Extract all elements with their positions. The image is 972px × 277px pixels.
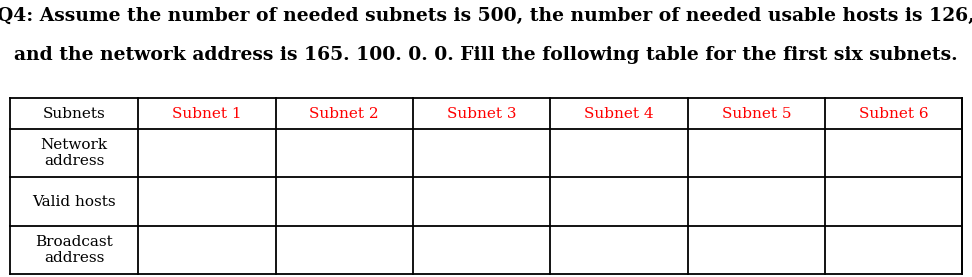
Text: Subnet 4: Subnet 4 [584, 107, 654, 121]
Text: Network
address: Network address [41, 138, 108, 168]
Text: Broadcast
address: Broadcast address [35, 235, 113, 265]
Text: Subnet 1: Subnet 1 [172, 107, 242, 121]
Text: Subnets: Subnets [43, 107, 105, 121]
Text: Subnet 3: Subnet 3 [447, 107, 516, 121]
Text: Q4: Assume the number of needed subnets is 500, the number of needed usable host: Q4: Assume the number of needed subnets … [0, 7, 972, 25]
Text: Subnet 2: Subnet 2 [309, 107, 379, 121]
Text: Subnet 5: Subnet 5 [721, 107, 791, 121]
Text: Valid hosts: Valid hosts [32, 195, 116, 209]
Text: and the network address is 165. 100. 0. 0. Fill the following table for the firs: and the network address is 165. 100. 0. … [15, 46, 957, 64]
Text: Subnet 6: Subnet 6 [859, 107, 928, 121]
